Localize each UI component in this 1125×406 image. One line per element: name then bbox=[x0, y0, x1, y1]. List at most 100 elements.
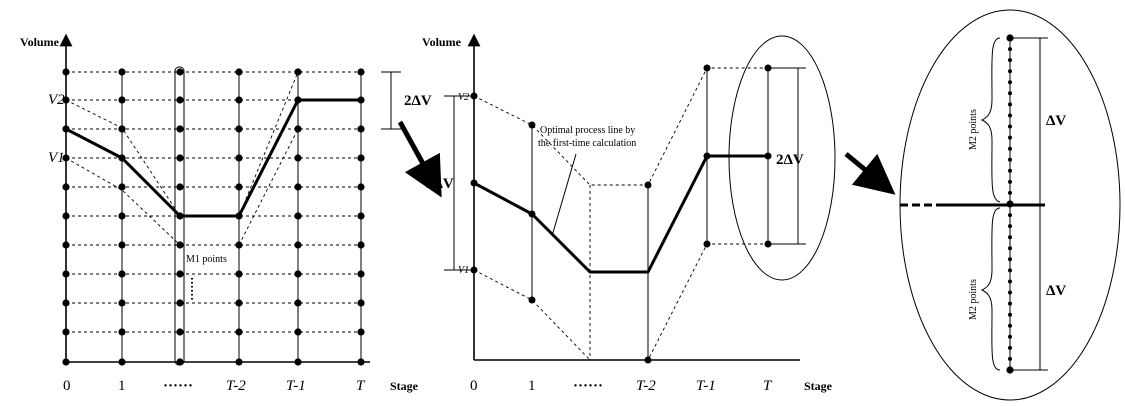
right-column-point bbox=[1008, 58, 1012, 63]
middle-optimal-line bbox=[473, 154, 768, 274]
middle-tick-t2: T-2 bbox=[636, 378, 656, 394]
right-column-point bbox=[1008, 235, 1012, 240]
left-grid-point bbox=[118, 68, 126, 76]
left-grid-point bbox=[294, 299, 302, 307]
middle-v1-label: V1 bbox=[458, 265, 469, 276]
left-grid-point bbox=[294, 328, 302, 336]
middle-tick-t1: T-1 bbox=[696, 378, 716, 394]
left-grid-point bbox=[357, 68, 365, 76]
right-brace-bottom bbox=[980, 207, 1001, 371]
middle-right-delta-label: 2ΔV bbox=[776, 152, 804, 168]
left-grid-point bbox=[235, 154, 243, 162]
right-column-point bbox=[1008, 69, 1012, 74]
left-grid-point bbox=[62, 125, 70, 133]
left-grid-point bbox=[118, 154, 126, 162]
left-grid-point bbox=[62, 270, 70, 278]
left-grid-point bbox=[176, 328, 184, 336]
left-grid-point bbox=[118, 299, 126, 307]
right-column-point bbox=[1008, 80, 1012, 85]
left-grid-point bbox=[118, 241, 126, 249]
middle-x-ticks: 0 1 ······ T-2 T-1 T bbox=[470, 378, 773, 394]
left-grid-point bbox=[62, 212, 70, 220]
left-grid-point bbox=[176, 125, 184, 133]
right-column-point bbox=[1008, 47, 1012, 52]
left-tick-t: T bbox=[356, 378, 366, 394]
left-x-ticks: 0 1 ······ T-2 T-1 T bbox=[63, 378, 366, 394]
left-grid-point bbox=[118, 328, 126, 336]
right-column-point bbox=[1008, 334, 1012, 339]
left-x-axis-label: Stage bbox=[390, 379, 419, 393]
left-grid-point bbox=[176, 96, 184, 104]
right-column-point bbox=[1008, 268, 1012, 273]
left-grid-point bbox=[62, 328, 70, 336]
right-column-point bbox=[1008, 356, 1012, 361]
left-grid-point bbox=[294, 183, 302, 191]
left-grid-point bbox=[357, 125, 365, 133]
right-brace-top bbox=[980, 37, 1001, 203]
right-delta-bracket-bottom bbox=[1010, 205, 1048, 371]
left-grid-point bbox=[176, 241, 184, 249]
left-tick-ellipsis: ······ bbox=[163, 378, 193, 394]
right-column-point bbox=[1008, 345, 1012, 350]
left-grid-point bbox=[294, 241, 302, 249]
left-grid-point bbox=[176, 358, 184, 366]
middle-points bbox=[470, 64, 772, 364]
left-grid-point bbox=[294, 96, 302, 104]
left-grid-point bbox=[62, 96, 70, 104]
left-grid-point bbox=[294, 68, 302, 76]
right-column-point bbox=[1008, 168, 1012, 173]
right-column-point bbox=[1006, 200, 1014, 208]
left-grid-point bbox=[294, 125, 302, 133]
left-grid-point bbox=[235, 68, 243, 76]
left-grid-point bbox=[176, 154, 184, 162]
right-column-point bbox=[1008, 146, 1012, 151]
left-panel: Volume Stage V2 V1 2ΔV M1 points 0 1 ···… bbox=[20, 33, 432, 394]
left-grid-point bbox=[294, 270, 302, 278]
middle-highlight-ellipse bbox=[728, 35, 836, 281]
left-grid-point bbox=[118, 358, 126, 366]
left-grid-point bbox=[118, 125, 126, 133]
left-tick-t1: T-1 bbox=[286, 378, 306, 394]
right-column-point bbox=[1008, 301, 1012, 306]
left-grid-point bbox=[357, 270, 365, 278]
left-grid-point bbox=[357, 154, 365, 162]
left-grid-point bbox=[62, 154, 70, 162]
left-grid-point bbox=[62, 183, 70, 191]
left-grid-point bbox=[118, 270, 126, 278]
left-grid-point bbox=[357, 96, 365, 104]
right-column-point bbox=[1008, 157, 1012, 162]
left-tick-t2: T-2 bbox=[226, 378, 246, 394]
arrow-left-to-middle bbox=[397, 120, 442, 198]
left-grid-point bbox=[62, 68, 70, 76]
callout-pointer bbox=[551, 153, 577, 237]
left-grid-point bbox=[118, 96, 126, 104]
left-grid-point bbox=[235, 212, 243, 220]
left-grid-point bbox=[357, 241, 365, 249]
right-delta-top-label: ΔV bbox=[1046, 113, 1066, 129]
middle-left-delta-label: 2ΔV bbox=[426, 176, 454, 192]
left-grid-point bbox=[294, 212, 302, 220]
left-grid-point bbox=[357, 299, 365, 307]
left-grid-point bbox=[62, 358, 70, 366]
left-grid bbox=[66, 71, 362, 333]
left-tick-0: 0 bbox=[63, 378, 71, 394]
left-grid-point bbox=[294, 358, 302, 366]
right-panel: M2 points M2 points ΔV ΔV bbox=[899, 9, 1121, 401]
middle-tick-0: 0 bbox=[470, 378, 478, 394]
right-column-point bbox=[1008, 279, 1012, 284]
right-column-point bbox=[1008, 135, 1012, 140]
right-column-point bbox=[1008, 179, 1012, 184]
middle-x-axis-label: Stage bbox=[804, 379, 833, 393]
left-grid-point bbox=[176, 68, 184, 76]
middle-tick-1: 1 bbox=[528, 378, 536, 394]
left-grid-point bbox=[235, 358, 243, 366]
right-column-point bbox=[1008, 312, 1012, 317]
right-m2-top-label: M2 points bbox=[968, 109, 979, 150]
left-grid-point bbox=[176, 270, 184, 278]
right-column-point bbox=[1008, 190, 1012, 195]
right-column-point bbox=[1008, 124, 1012, 129]
left-grid-point bbox=[62, 241, 70, 249]
middle-panel: Volume Stage V2 V1 2ΔV 2ΔV Optimal proce… bbox=[422, 33, 836, 394]
